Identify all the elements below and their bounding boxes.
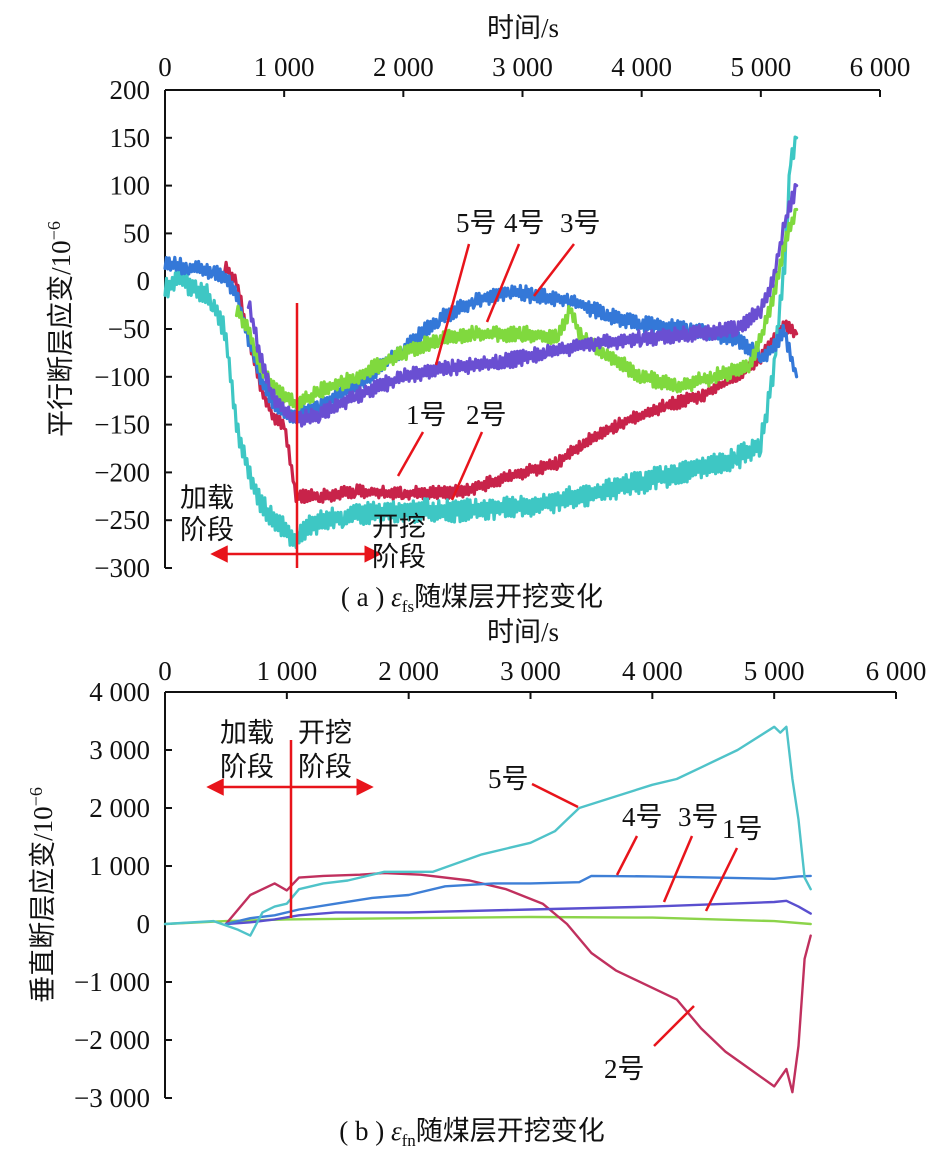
y-tick-label: 0	[137, 909, 151, 939]
series-label-3: 3号	[678, 802, 719, 832]
x-tick-label: 5 000	[730, 52, 791, 82]
series-label-2: 2号	[604, 1054, 645, 1084]
leader-line-5	[434, 243, 471, 366]
series-label-3: 3号	[560, 208, 601, 238]
chart-b: 时间/s 0 1 000 2 000 3 000 4 000 5 000 6 000 4 0…	[26, 617, 926, 1150]
x-tick-label: 3 000	[492, 52, 553, 82]
excavation-stage-label-line1: 开挖	[298, 718, 352, 748]
series-line-3	[224, 899, 812, 926]
y-tick-label: 150	[110, 123, 151, 153]
series-group	[163, 135, 799, 549]
x-tick-label: 2 000	[378, 656, 439, 686]
leader-line-5	[531, 782, 579, 809]
y-tick-label: −100	[94, 362, 150, 392]
series-line-4	[234, 207, 799, 411]
leader-line-2	[450, 431, 484, 501]
y-tick-label: 4 000	[89, 677, 150, 707]
y-tick-label: −200	[94, 457, 150, 487]
series-label-1: 1号	[406, 400, 447, 430]
series-label-2: 2号	[466, 400, 507, 430]
y-tick-label: −1 000	[74, 967, 150, 997]
y-axis-title: 垂直断层应变/10−6	[26, 787, 58, 1003]
series-label-1: 1号	[722, 814, 763, 844]
y-tick-label: 50	[123, 218, 150, 248]
x-tick-label: 6 000	[850, 52, 911, 82]
x-tick-label: 6 000	[866, 656, 927, 686]
series-line-5	[163, 725, 812, 937]
x-tick-label: 1 000	[254, 52, 315, 82]
y-tick-label: −2 000	[74, 1025, 150, 1055]
chart-a-caption: ( a ) εfs随煤层开挖变化	[341, 582, 603, 616]
y-tick-label: 200	[110, 75, 151, 105]
series-label-5: 5号	[456, 208, 497, 238]
x-tick-label: 2 000	[373, 52, 434, 82]
series-line-1	[223, 260, 799, 504]
loading-stage-label-line1: 加载	[180, 483, 234, 513]
excavation-stage-label-line2: 阶段	[298, 752, 352, 782]
loading-stage-label-line2: 阶段	[220, 752, 274, 782]
x-tick-label: 3 000	[500, 656, 561, 686]
leader-line-4	[485, 243, 521, 323]
y-tick-label: −300	[94, 553, 150, 583]
series-line-2	[163, 135, 799, 549]
loading-stage-label-line1: 加载	[220, 718, 274, 748]
series-label-4: 4号	[622, 802, 663, 832]
chart-b-caption: ( b ) εfn随煤层开挖变化	[339, 1116, 605, 1150]
y-axis: 200 150 100 50 0 −50 −100 −150 −200 −250 −300	[94, 75, 172, 583]
y-tick-label: 3 000	[89, 735, 150, 765]
series-line-5	[246, 183, 799, 428]
x-tick-label: 1 000	[256, 656, 317, 686]
leader-line-1	[396, 431, 425, 477]
x-tick-label: 4 000	[611, 52, 672, 82]
y-tick-label: 100	[110, 171, 151, 201]
leader-line-3	[533, 243, 575, 297]
series-line-2	[224, 871, 812, 1094]
leader-line-1	[704, 847, 739, 912]
y-tick-label: −50	[108, 314, 150, 344]
y-axis-title: 平行断层应变/10−6	[44, 221, 76, 437]
x-axis-title: 时间/s	[487, 617, 559, 647]
excavation-stage-label-line2: 阶段	[372, 542, 426, 572]
x-tick-label: 5 000	[744, 656, 805, 686]
leader-line-4	[615, 835, 639, 876]
y-tick-label: 2 000	[89, 793, 150, 823]
y-tick-label: −3 000	[74, 1083, 150, 1113]
x-tick-label: 4 000	[622, 656, 683, 686]
y-tick-label: 1 000	[89, 851, 150, 881]
x-tick-label: 0	[158, 656, 172, 686]
leader-line-3	[662, 835, 694, 903]
x-axis-title: 时间/s	[487, 13, 559, 43]
x-axis: 0 1 000 2 000 3 000 4 000 5 000 6 000	[158, 52, 910, 97]
y-axis: 4 000 3 000 2 000 1 000 0 −1 000 −2 000 −3 000	[74, 677, 172, 1113]
y-tick-label: −250	[94, 505, 150, 535]
excavation-stage-label-line1: 开挖	[372, 512, 426, 542]
x-axis: 0 1 000 2 000 3 000 4 000 5 000 6 000	[158, 656, 926, 699]
series-label-5: 5号	[488, 764, 529, 794]
x-tick-label: 0	[158, 52, 172, 82]
chart-a: 时间/s 0 1 000 2 000 3 000 4 000 5 000 6 000 200…	[44, 13, 910, 616]
loading-stage-label-line2: 阶段	[180, 515, 234, 545]
leader-line-2	[653, 1005, 695, 1047]
series-label-4: 4号	[504, 208, 545, 238]
y-tick-label: 0	[137, 266, 151, 296]
y-tick-label: −150	[94, 410, 150, 440]
